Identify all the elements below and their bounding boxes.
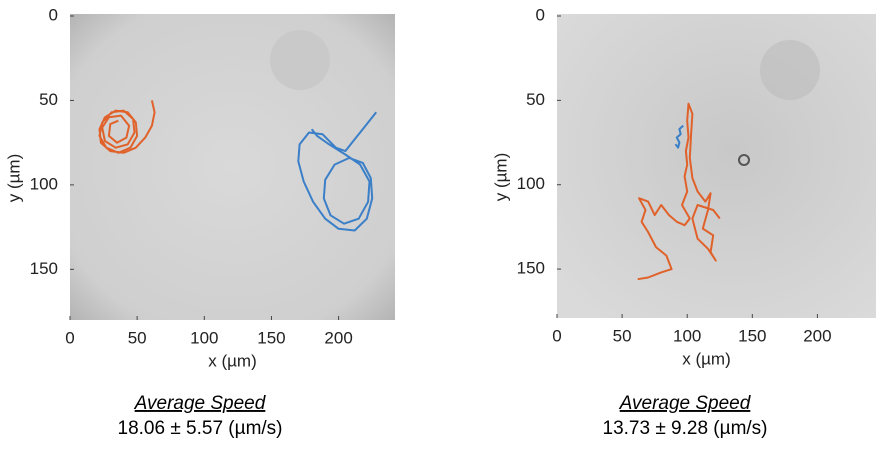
micrograph-shade <box>270 30 330 90</box>
y-tick-label: 150 <box>30 259 58 278</box>
y-tick-label: 100 <box>30 174 58 193</box>
trajectory <box>297 111 377 232</box>
micrograph <box>557 14 876 318</box>
y-tick-label: 0 <box>536 5 545 24</box>
x-tick-label: 50 <box>613 326 632 345</box>
y-axis-label: y (µm) <box>491 153 510 202</box>
x-tick-label: 150 <box>738 326 766 345</box>
x-axis-label: x (µm) <box>208 351 257 370</box>
caption-title: Average Speed <box>619 393 752 414</box>
x-tick-label: 100 <box>190 328 218 347</box>
x-tick-label: 0 <box>552 326 561 345</box>
caption-speed: 18.06 ± 5.57 (µm/s) <box>118 418 283 439</box>
micrograph <box>70 14 395 320</box>
caption-speed: 13.73 ± 9.28 (µm/s) <box>603 418 768 439</box>
x-tick-label: 50 <box>128 328 147 347</box>
x-tick-label: 100 <box>673 326 701 345</box>
caption-title: Average Speed <box>134 393 267 414</box>
trajectory <box>674 124 684 149</box>
y-axis-label: y (µm) <box>4 154 23 203</box>
x-axis-label: x (µm) <box>682 349 731 368</box>
y-tick-label: 50 <box>526 90 545 109</box>
y-tick-label: 50 <box>39 90 58 109</box>
trajectory <box>637 102 721 281</box>
micrograph-particle <box>738 154 750 166</box>
x-tick-label: 0 <box>65 328 74 347</box>
x-tick-label: 150 <box>257 328 285 347</box>
y-tick-label: 0 <box>49 5 58 24</box>
x-tick-label: 200 <box>324 328 352 347</box>
y-tick-label: 100 <box>517 174 545 193</box>
y-tick-label: 150 <box>517 259 545 278</box>
micrograph-shade <box>760 40 820 100</box>
x-tick-label: 200 <box>803 326 831 345</box>
trajectory <box>98 100 156 154</box>
